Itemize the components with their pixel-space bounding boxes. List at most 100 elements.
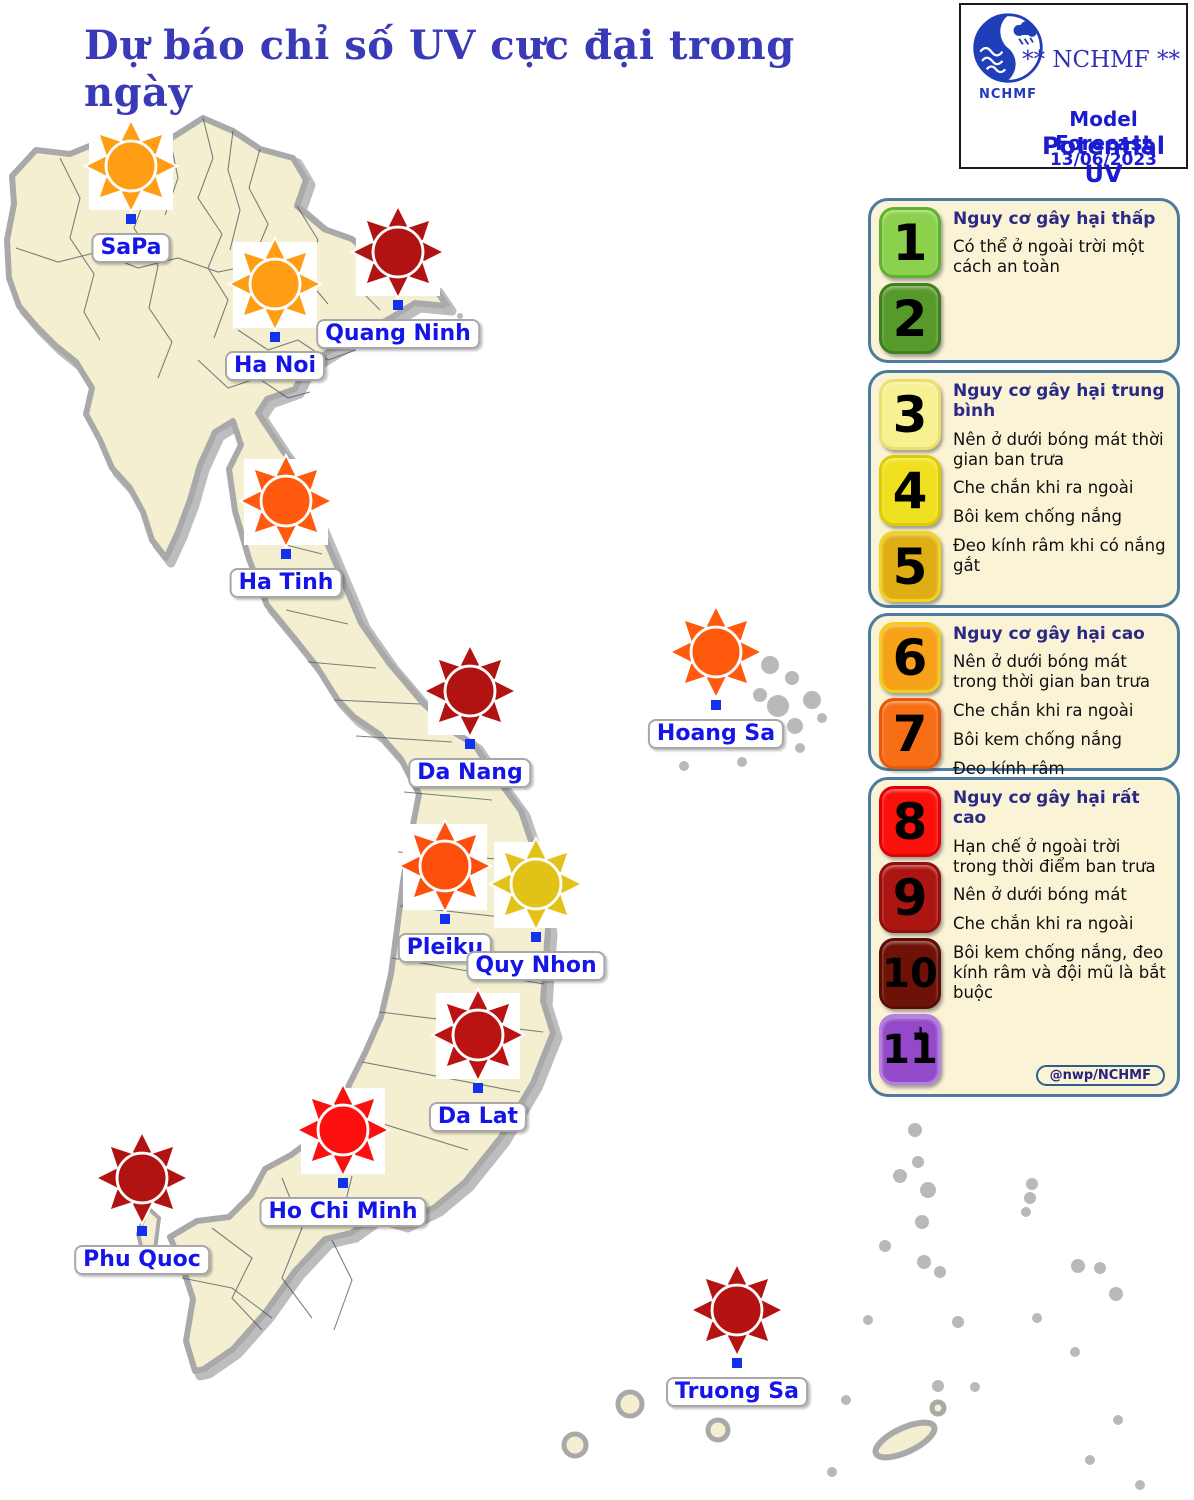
city-location-marker[interactable]: [393, 300, 403, 310]
legend-item: Đeo kính râm khi có nắng gắt: [953, 535, 1166, 575]
city-location-marker[interactable]: [465, 739, 475, 749]
city-location-marker[interactable]: [440, 914, 450, 924]
legend-item: Che chắn khi ra ngoài: [953, 914, 1134, 934]
sun-icon: [422, 643, 518, 739]
city-location-marker[interactable]: [126, 214, 136, 224]
uv-tile-2: 2: [879, 283, 941, 354]
plus-sign: +: [912, 1021, 929, 1045]
uv-tile-11-plus: 11 +: [879, 1014, 941, 1085]
city-label: Da Nang: [408, 758, 532, 788]
uv-tile-3: 3: [879, 379, 941, 450]
city-name: Ho Chi Minh: [268, 1199, 418, 1224]
city-label: Da Lat: [428, 1102, 528, 1132]
city-location-marker[interactable]: [281, 549, 291, 559]
city-location-marker[interactable]: [137, 1226, 147, 1236]
uv-tile-10: 10: [879, 938, 941, 1009]
uv-tile-4: 4: [879, 455, 941, 526]
legend-item: Nên ở dưới bóng mát thời gian ban trưa: [953, 429, 1164, 469]
city-name: SaPa: [100, 235, 162, 260]
island-groups: [444, 306, 1145, 1490]
city-name: Da Lat: [437, 1104, 519, 1129]
sun-icon: [238, 453, 334, 549]
nchmf-org-text: ** NCHMF **: [1022, 47, 1180, 73]
legend-panel-title: Nguy cơ gây hại cao: [953, 624, 1145, 644]
city-location-marker[interactable]: [531, 932, 541, 942]
uv-tile-8: 8: [879, 786, 941, 857]
legend-panel-items: Có thể ở ngoài trời một cách an toàn: [953, 237, 1169, 277]
city-label: Ha Tinh: [229, 568, 343, 598]
mainland: [4, 115, 556, 1374]
city-label: Hoang Sa: [647, 719, 785, 749]
city-name: Da Nang: [417, 760, 523, 785]
sun-icon: [668, 604, 764, 700]
uv-tile-1: 1: [879, 207, 941, 278]
city-location-marker[interactable]: [338, 1178, 348, 1188]
city-label: Ho Chi Minh: [259, 1197, 427, 1227]
page-title: Dự báo chỉ số UV cực đại trong ngày: [84, 22, 795, 116]
legend-item: Che chắn khi ra ngoài: [953, 478, 1134, 498]
legend-panel-title: Nguy cơ gây hại thấp: [953, 209, 1156, 229]
legend-panel-items: Nên ở dưới bóng mát thời gian ban trưa Ch…: [953, 430, 1169, 576]
city-label: Quang Ninh: [316, 319, 480, 349]
city-name: Phu Quoc: [83, 1247, 201, 1272]
nwp-nchmf-badge: @nwp/NCHMF: [1035, 1065, 1165, 1086]
potential-uv-text: Potential UV: [1041, 132, 1166, 188]
legend-panel-title: Nguy cơ gây hại rất cao: [953, 788, 1140, 829]
legend-item: Bôi kem chống nắng: [953, 729, 1122, 749]
sun-icon: [430, 987, 526, 1083]
legend-item: Bôi kem chống nắng: [953, 507, 1122, 527]
city-location-marker[interactable]: [270, 332, 280, 342]
mainland-shadow: [7, 118, 563, 1381]
uv-level-tiles: 8 9 10 11 +: [879, 786, 943, 1085]
legend-item: Che chắn khi ra ngoài: [953, 700, 1134, 720]
city-label: Phu Quoc: [74, 1245, 210, 1275]
legend-panel-items: Hạn chế ở ngoài trời trong thời điểm ban…: [953, 837, 1169, 1003]
legend-panel-items: Nên ở dưới bóng mát trong thời gian ban …: [953, 652, 1169, 778]
legend-item: Hạn chế ở ngoài trời trong thời điểm ban…: [953, 836, 1156, 876]
city-location-marker[interactable]: [473, 1083, 483, 1093]
city-label: Ha Noi: [225, 351, 325, 381]
sun-icon: [689, 1262, 785, 1358]
city-label: SaPa: [91, 233, 171, 263]
city-name: Quy Nhon: [475, 953, 597, 978]
sun-icon: [295, 1082, 391, 1178]
legend-panel-4: 8 9 10 11 + Nguy cơ gây hại rất cao Hạn chế …: [868, 777, 1180, 1097]
legend-panel-title: Nguy cơ gây hại trung bình: [953, 381, 1165, 422]
uv-tile-6: 6: [879, 622, 941, 693]
city-name: Ha Noi: [234, 353, 316, 378]
sun-icon: [94, 1130, 190, 1226]
uv-tile-7: 7: [879, 698, 941, 769]
sun-icon: [227, 236, 323, 332]
city-name: Ha Tinh: [238, 570, 334, 595]
sun-icon: [397, 818, 493, 914]
forecast-date: 13/06/2023: [1049, 150, 1158, 170]
city-name: Truong Sa: [675, 1379, 799, 1404]
nchmf-logo-icon: [973, 13, 1043, 83]
sun-icon: [350, 204, 446, 300]
city-name: Quang Ninh: [325, 321, 471, 346]
legend-item: Nên ở dưới bóng mát trong thời gian ban …: [953, 652, 1150, 692]
sun-icon: [488, 836, 584, 932]
model-forecast-text: Model Forecast: [1055, 107, 1152, 155]
legend-item: Có thể ở ngoài trời một cách an toàn: [953, 237, 1145, 277]
city-location-marker[interactable]: [732, 1358, 742, 1368]
city-label: Quy Nhon: [466, 951, 606, 981]
legend-item: Nên ở dưới bóng mát: [953, 885, 1127, 905]
legend-item: Bôi kem chống nắng, đeo kính râm và đội …: [953, 942, 1166, 1002]
nchmf-logo-caption: NCHMF: [978, 87, 1038, 102]
sun-icon: [83, 118, 179, 214]
city-label: Pleiku: [397, 933, 493, 963]
nchmf-logo-box: NCHMF ** NCHMF ** Model Forecast Potenti…: [959, 3, 1188, 188]
legend-item: Đeo kính râm: [953, 758, 1065, 778]
city-location-marker[interactable]: [711, 700, 721, 710]
uv-tile-9: 9: [879, 862, 941, 933]
uv-tile-5: 5: [879, 531, 941, 602]
city-label: Truong Sa: [666, 1377, 808, 1407]
